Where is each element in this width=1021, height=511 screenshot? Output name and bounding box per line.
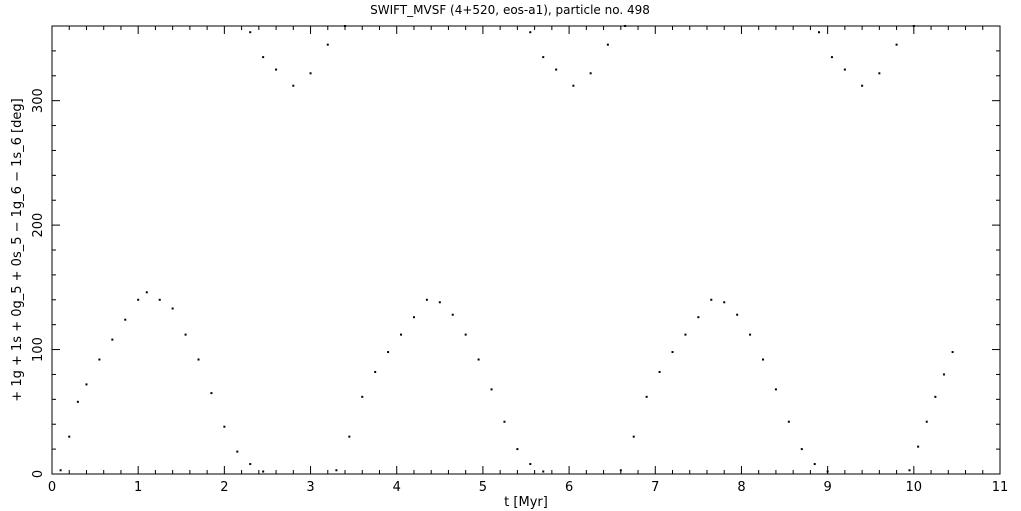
scatter-point <box>572 84 575 87</box>
scatter-point <box>658 370 661 373</box>
scatter-point <box>76 400 79 403</box>
x-tick-label: 8 <box>737 480 745 495</box>
scatter-point <box>348 435 351 438</box>
scatter-point <box>400 333 403 336</box>
x-tick-label: 4 <box>393 480 401 495</box>
scatter-point <box>477 358 480 361</box>
scatter-point <box>723 301 726 304</box>
plot-frame <box>51 25 1001 475</box>
scatter-point <box>684 333 687 336</box>
scatter-point <box>529 463 532 466</box>
x-tick-label: 10 <box>906 480 923 495</box>
scatter-point <box>762 358 764 361</box>
scatter-point <box>262 470 265 473</box>
scatter-point <box>412 316 415 319</box>
scatter-point <box>249 31 252 34</box>
scatter-point <box>490 388 493 391</box>
scatter-point <box>210 392 213 395</box>
scatter-point <box>374 370 377 373</box>
scatter-point <box>908 469 911 472</box>
x-axis: 0 1 2 3 4 5 6 7 8 9 10 11 <box>48 26 1008 495</box>
scatter-point <box>942 373 945 376</box>
scatter-point <box>171 307 174 310</box>
scatter-point <box>262 56 265 59</box>
x-tick-label: 3 <box>306 480 314 495</box>
scatter-point <box>818 31 821 34</box>
scatter-point <box>85 383 88 386</box>
y-tick-label: 0 <box>31 470 46 478</box>
y-axis-label: + 1g + 1s + 0g_5 + 0s_5 − 1g_6 − 1s_6 [d… <box>10 98 25 401</box>
scatter-point <box>843 68 846 71</box>
scatter-point <box>223 425 226 428</box>
scatter-point <box>606 43 609 46</box>
scatter-point <box>645 395 648 398</box>
scatter-point <box>697 316 700 319</box>
scatter-point <box>710 298 713 301</box>
scatter-point <box>197 358 200 361</box>
scatter-point <box>830 56 833 59</box>
scatter-point <box>895 43 898 46</box>
scatter-point <box>671 351 674 354</box>
scatter-point <box>813 463 816 466</box>
x-tick-label: 11 <box>992 480 1009 495</box>
scatter-point <box>249 463 252 466</box>
x-tick-label: 9 <box>823 480 831 495</box>
scatter-point <box>326 43 329 46</box>
scatter-point <box>335 469 338 472</box>
x-tick-label: 6 <box>565 480 573 495</box>
scatter-point <box>589 72 592 75</box>
scatter-point <box>632 435 635 438</box>
scatter-point <box>137 298 140 301</box>
scatter-point <box>111 338 114 341</box>
y-tick-label: 200 <box>31 213 46 238</box>
x-axis-label: t [Myr] <box>504 495 548 510</box>
scatter-point <box>361 395 364 398</box>
scatter-point <box>59 469 62 472</box>
scatter-point <box>236 450 239 453</box>
x-tick-label: 1 <box>134 480 142 495</box>
scatter-point <box>800 448 803 451</box>
scatter-point <box>542 56 545 59</box>
scatter-point <box>774 388 777 391</box>
scatter-point <box>529 31 532 34</box>
scatter-point <box>309 72 312 75</box>
scatter-point <box>98 358 101 361</box>
scatter-point <box>934 395 937 398</box>
scatter-point <box>749 333 752 336</box>
x-tick-label: 5 <box>479 480 487 495</box>
scatter-point <box>68 435 71 438</box>
scatter-point <box>736 313 739 316</box>
scatter-point <box>292 84 295 87</box>
scatter-point <box>951 351 954 354</box>
scatter-point <box>124 318 127 321</box>
scatter-point <box>387 351 390 354</box>
scatter-point <box>542 470 545 473</box>
scatter-point <box>145 291 148 294</box>
y-axis: 0 100 200 300 <box>31 50 1000 478</box>
scatter-point <box>451 313 454 316</box>
scatter-point <box>555 68 558 71</box>
scatter-points <box>59 25 954 473</box>
scatter-point <box>184 333 187 336</box>
scatter-point <box>158 298 161 301</box>
scatter-point <box>438 301 441 304</box>
y-tick-label: 300 <box>31 88 46 113</box>
x-tick-label: 0 <box>48 480 56 495</box>
scatter-point <box>425 298 428 301</box>
scatter-point <box>516 448 519 451</box>
x-tick-label: 7 <box>651 480 659 495</box>
scatter-point <box>503 420 506 423</box>
scatter-point <box>861 84 864 87</box>
scatter-point <box>925 420 928 423</box>
scatter-point <box>878 72 881 75</box>
scatter-point <box>917 445 920 448</box>
y-tick-label: 100 <box>31 337 46 362</box>
scatter-point <box>275 68 278 71</box>
chart-title: SWIFT_MVSF (4+520, eos-a1), particle no.… <box>370 3 650 17</box>
scatter-point <box>787 420 790 423</box>
x-tick-label: 2 <box>220 480 228 495</box>
scatter-point <box>464 333 467 336</box>
